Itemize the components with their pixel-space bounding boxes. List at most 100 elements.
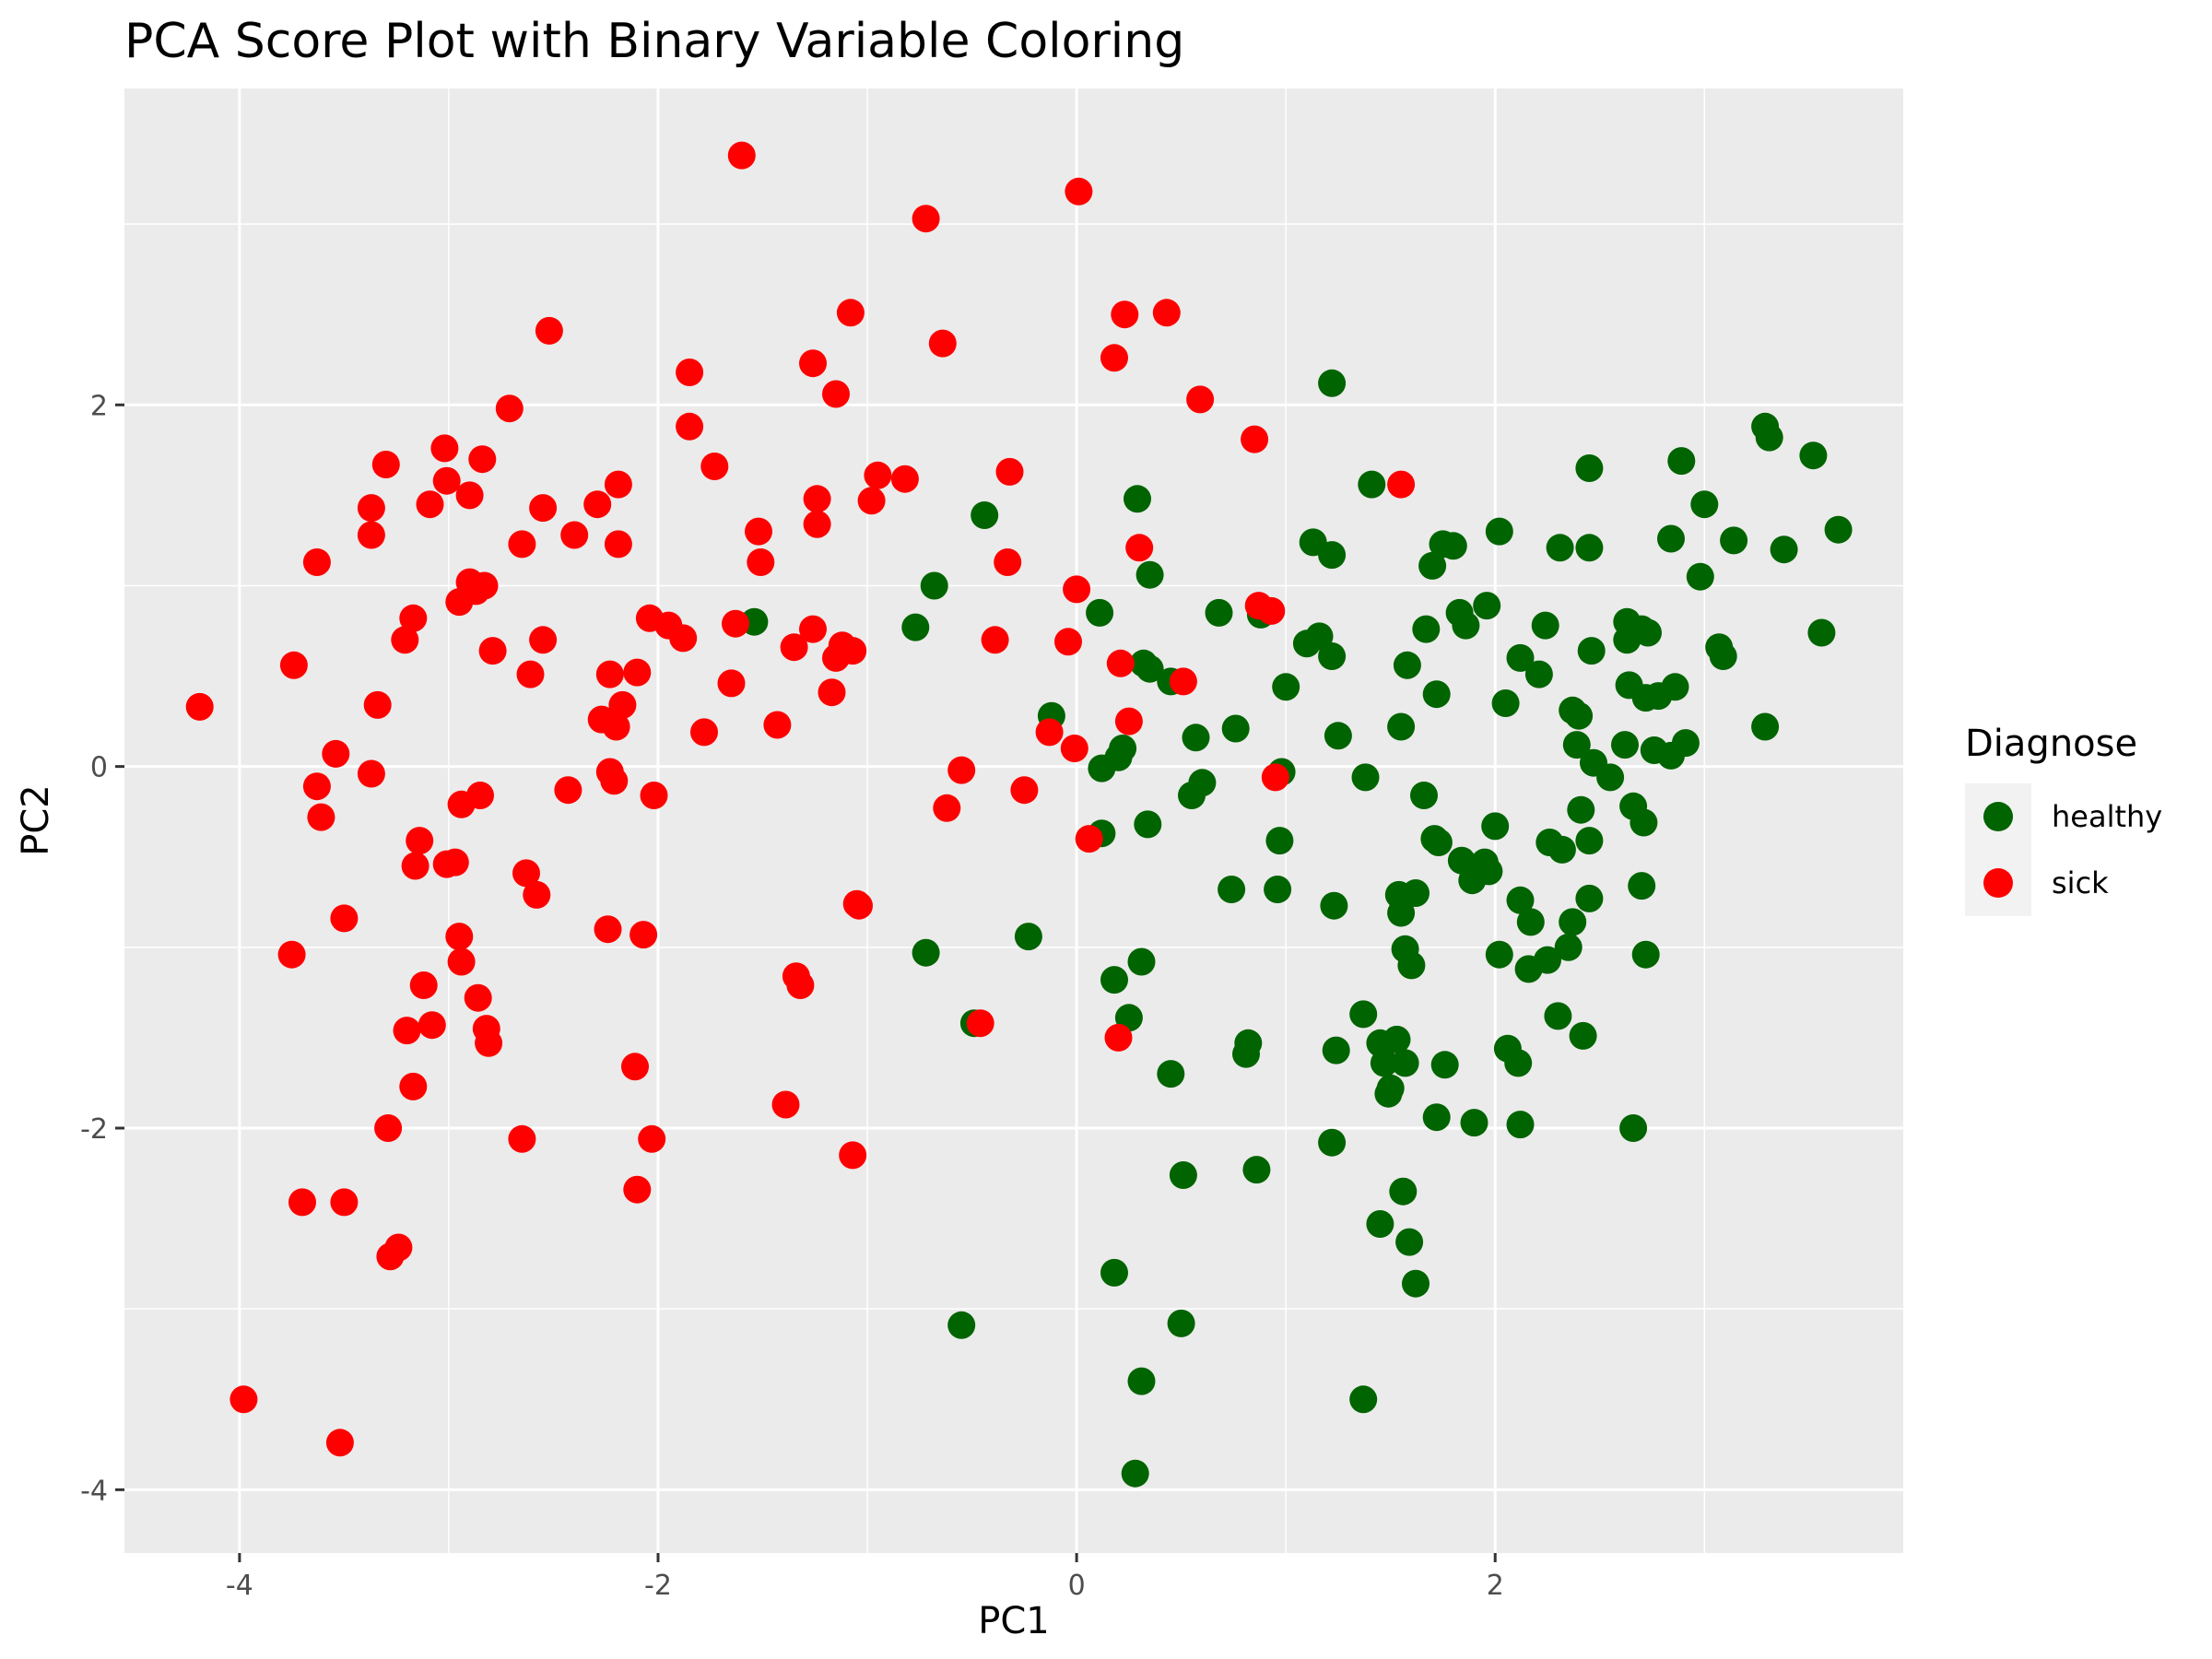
point-healthy [901, 613, 930, 641]
point-sick [523, 880, 551, 909]
point-sick [464, 983, 492, 1012]
point-sick [722, 609, 749, 638]
point-sick [277, 940, 306, 969]
point-sick [1063, 575, 1091, 604]
point-healthy [1188, 769, 1217, 797]
point-healthy [1577, 637, 1606, 665]
point-healthy [1351, 763, 1380, 792]
point-sick [1257, 596, 1286, 625]
point-sick [839, 637, 867, 665]
point-healthy [1504, 1049, 1533, 1077]
point-healthy [1690, 490, 1719, 519]
point-healthy [1516, 908, 1545, 936]
point-sick [727, 141, 756, 170]
point-sick [803, 510, 831, 538]
point-healthy [1391, 1049, 1419, 1077]
point-healthy [1242, 1156, 1271, 1184]
point-sick [466, 782, 494, 809]
point-sick [818, 678, 846, 707]
point-sick [786, 971, 815, 999]
point-sick [700, 453, 729, 480]
point-healthy [1272, 673, 1300, 701]
point-sick [478, 637, 507, 665]
point-sick [604, 530, 632, 559]
point-sick [185, 692, 214, 721]
x-tick-label: 0 [1068, 1570, 1086, 1602]
point-healthy [1393, 651, 1421, 679]
point-healthy [1169, 1161, 1197, 1189]
point-healthy [1686, 562, 1714, 591]
point-healthy [1547, 835, 1576, 864]
point-healthy [1134, 810, 1162, 839]
point-sick [594, 915, 622, 944]
point-sick [288, 1188, 316, 1217]
point-healthy [1374, 1079, 1403, 1108]
point-sick [475, 1029, 503, 1057]
point-sick [912, 205, 940, 233]
point-sick [357, 521, 385, 549]
point-healthy [1559, 908, 1587, 936]
point-sick [512, 859, 540, 888]
point-healthy [1322, 1036, 1350, 1065]
point-sick [399, 604, 428, 632]
point-healthy [1265, 827, 1294, 855]
x-tick-label: -4 [226, 1570, 253, 1602]
point-sick [1010, 776, 1039, 805]
point-healthy [1014, 923, 1042, 951]
point-sick [1104, 1023, 1133, 1052]
point-healthy [1418, 551, 1447, 580]
data-points [185, 141, 1853, 1488]
legend: Diagnose healthy sick [1965, 723, 2162, 916]
point-sick [406, 827, 434, 855]
point-healthy [1491, 689, 1520, 717]
point-healthy [1565, 701, 1594, 730]
point-healthy [1135, 560, 1164, 589]
point-sick [1186, 385, 1215, 414]
point-sick [763, 711, 792, 739]
point-sick [621, 1053, 649, 1081]
point-healthy [1370, 1049, 1398, 1077]
x-axis-title: PC1 [978, 1600, 1050, 1642]
point-healthy [1475, 857, 1503, 886]
point-sick [608, 690, 637, 719]
point-sick [799, 349, 827, 378]
point-healthy [1770, 535, 1798, 564]
legend-key-sick [1983, 868, 2013, 898]
point-sick [1261, 763, 1289, 792]
point-healthy [1349, 1000, 1378, 1029]
point-sick [229, 1385, 258, 1414]
point-sick [1169, 667, 1197, 696]
point-sick [629, 921, 658, 949]
point-healthy [1531, 611, 1559, 640]
point-healthy [1628, 872, 1656, 900]
point-sick [363, 690, 392, 719]
point-healthy [1439, 532, 1467, 560]
point-sick [1114, 707, 1143, 735]
point-sick [1060, 735, 1088, 762]
point-healthy [1127, 947, 1156, 976]
point-healthy [1485, 940, 1513, 969]
point-sick [374, 1114, 403, 1142]
point-sick [330, 1188, 359, 1217]
point-healthy [1481, 812, 1510, 841]
point-healthy [1387, 899, 1416, 927]
point-sick [322, 739, 350, 768]
point-healthy [1305, 622, 1334, 651]
point-sick [1241, 425, 1269, 453]
point-sick [455, 481, 484, 510]
point-healthy [1412, 615, 1441, 643]
y-tick-label: 0 [90, 752, 108, 784]
point-sick [554, 776, 582, 805]
point-healthy [1534, 946, 1561, 974]
point-sick [535, 316, 563, 345]
point-healthy [1264, 876, 1292, 903]
point-healthy [912, 938, 940, 967]
point-sick [947, 756, 976, 784]
point-healthy [1824, 515, 1853, 544]
point-healthy [1473, 592, 1501, 620]
chart-title: PCA Score Plot with Binary Variable Colo… [124, 14, 1184, 69]
point-sick [604, 470, 632, 499]
point-healthy [1562, 731, 1591, 759]
point-healthy [1554, 933, 1583, 961]
